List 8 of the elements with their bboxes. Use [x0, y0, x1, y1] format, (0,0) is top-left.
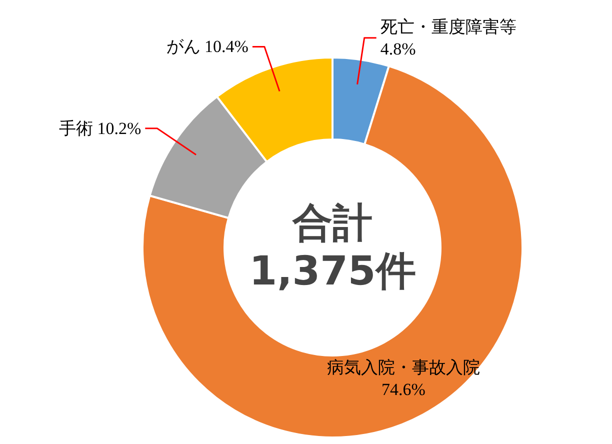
text: 1,375件	[249, 248, 416, 294]
slice-label: 病気入院・事故入院	[326, 358, 480, 378]
data-label: 74.6%	[382, 380, 426, 399]
slice-label: 死亡・重度障害等	[380, 17, 516, 36]
slice-label: 手術 10.2%	[59, 118, 142, 138]
slice-label: がん 10.4%	[166, 37, 248, 56]
text: 合計	[292, 200, 372, 246]
data-label: 4.8%	[380, 39, 416, 58]
